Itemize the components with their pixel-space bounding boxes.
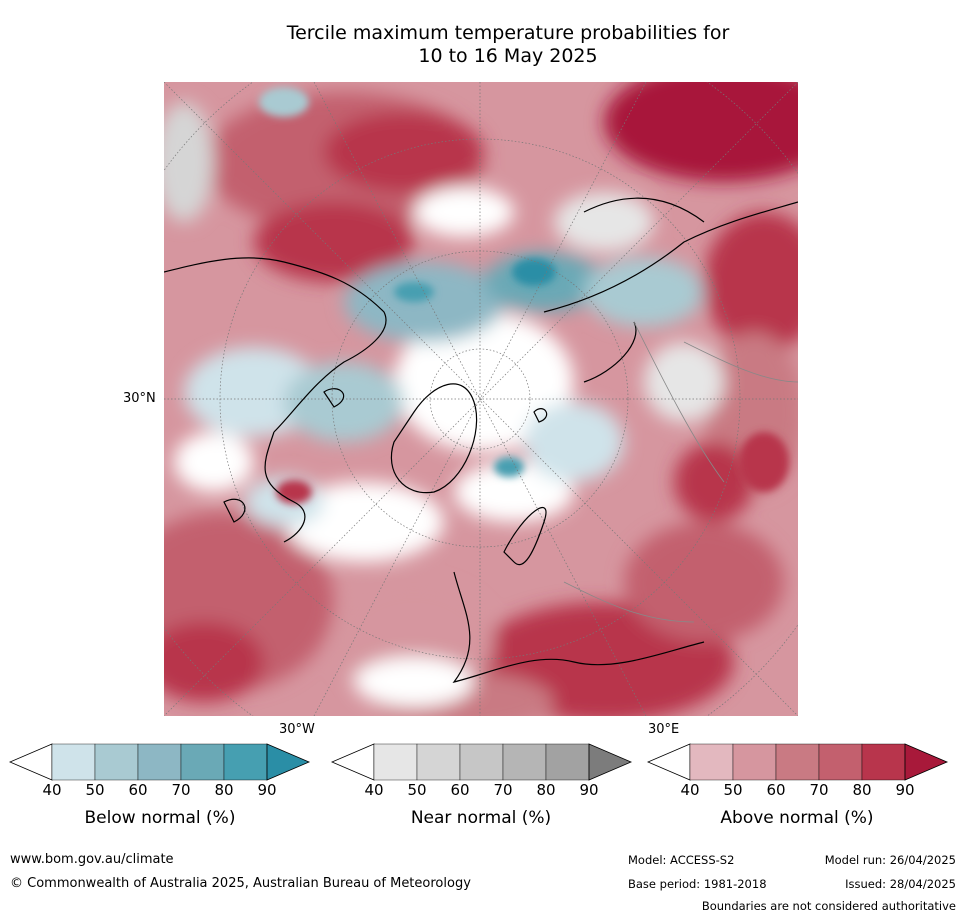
colorbar-tick-label: 70	[171, 781, 191, 799]
colorbar-tick-label: 50	[723, 781, 743, 799]
colorbar-segment	[732, 743, 777, 781]
colorbar-max-arrow	[588, 743, 633, 781]
probability-map	[164, 82, 798, 716]
footer-model-run: Model run: 26/04/2025	[824, 853, 956, 867]
colorbar-min-arrow	[8, 743, 53, 781]
colorbar-tick-label: 70	[493, 781, 513, 799]
graticule	[164, 82, 798, 716]
footer-issued: Issued: 28/04/2025	[845, 877, 956, 891]
lon-label-30w: 30°W	[279, 722, 315, 737]
colorbar-segment	[180, 743, 225, 781]
colorbar-segment	[94, 743, 139, 781]
colorbar-segment	[545, 743, 590, 781]
colorbar-segment	[861, 743, 906, 781]
colorbar-segment	[775, 743, 820, 781]
colorbar-below-normal	[8, 743, 311, 781]
colorbar-max-arrow	[904, 743, 949, 781]
colorbar-segment	[689, 743, 734, 781]
colorbar-segment	[416, 743, 461, 781]
lon-label-30e: 30°E	[648, 722, 680, 737]
probability-field	[164, 82, 798, 716]
colorbar-segment	[502, 743, 547, 781]
title-line-2: 10 to 16 May 2025	[418, 45, 598, 67]
colorbar-segment	[459, 743, 504, 781]
map-title: Tercile maximum temperature probabilitie…	[160, 22, 856, 68]
colorbars	[8, 743, 949, 781]
map-canvas	[164, 82, 798, 716]
colorbar-min-arrow	[646, 743, 691, 781]
colorbar-min-arrow	[330, 743, 375, 781]
footer-url[interactable]: www.bom.gov.au/climate	[10, 852, 174, 867]
colorbar-segment	[51, 743, 96, 781]
colorbar-tick-label: 50	[407, 781, 427, 799]
footer-model: Model: ACCESS-S2	[628, 853, 735, 867]
colorbar-near-normal	[330, 743, 633, 781]
coastlines	[164, 197, 798, 683]
title-line-1: Tercile maximum temperature probabilitie…	[286, 22, 730, 44]
colorbar-label-near: Near normal (%)	[410, 808, 552, 828]
colorbar-tick-label: 60	[450, 781, 470, 799]
colorbar-tick-label: 80	[536, 781, 556, 799]
colorbar-label-below: Below normal (%)	[84, 808, 236, 828]
colorbar-above-normal	[646, 743, 949, 781]
colorbar-tick-label: 40	[42, 781, 62, 799]
colorbar-tick-label: 50	[85, 781, 105, 799]
country-borders	[563, 321, 798, 623]
footer-disclaimer: Boundaries are not considered authoritat…	[701, 899, 956, 913]
colorbar-tick-label: 90	[579, 781, 599, 799]
footer-copyright: © Commonwealth of Australia 2025, Austra…	[10, 876, 471, 891]
lat-label-30n: 30°N	[123, 391, 156, 406]
colorbar-tick-label: 90	[257, 781, 277, 799]
colorbar-segment	[818, 743, 863, 781]
colorbar-segment	[137, 743, 182, 781]
colorbar-tick-label: 40	[364, 781, 384, 799]
colorbar-segment	[373, 743, 418, 781]
colorbar-tick-label: 80	[214, 781, 234, 799]
colorbar-tick-label: 80	[852, 781, 872, 799]
colorbar-max-arrow	[266, 743, 311, 781]
footer-base-period: Base period: 1981-2018	[628, 877, 767, 891]
colorbar-tick-label: 60	[766, 781, 786, 799]
colorbar-label-above: Above normal (%)	[720, 808, 874, 828]
colorbar-tick-label: 70	[809, 781, 829, 799]
colorbar-tick-label: 40	[680, 781, 700, 799]
colorbar-segment	[223, 743, 268, 781]
colorbar-tick-label: 60	[128, 781, 148, 799]
colorbar-tick-label: 90	[895, 781, 915, 799]
